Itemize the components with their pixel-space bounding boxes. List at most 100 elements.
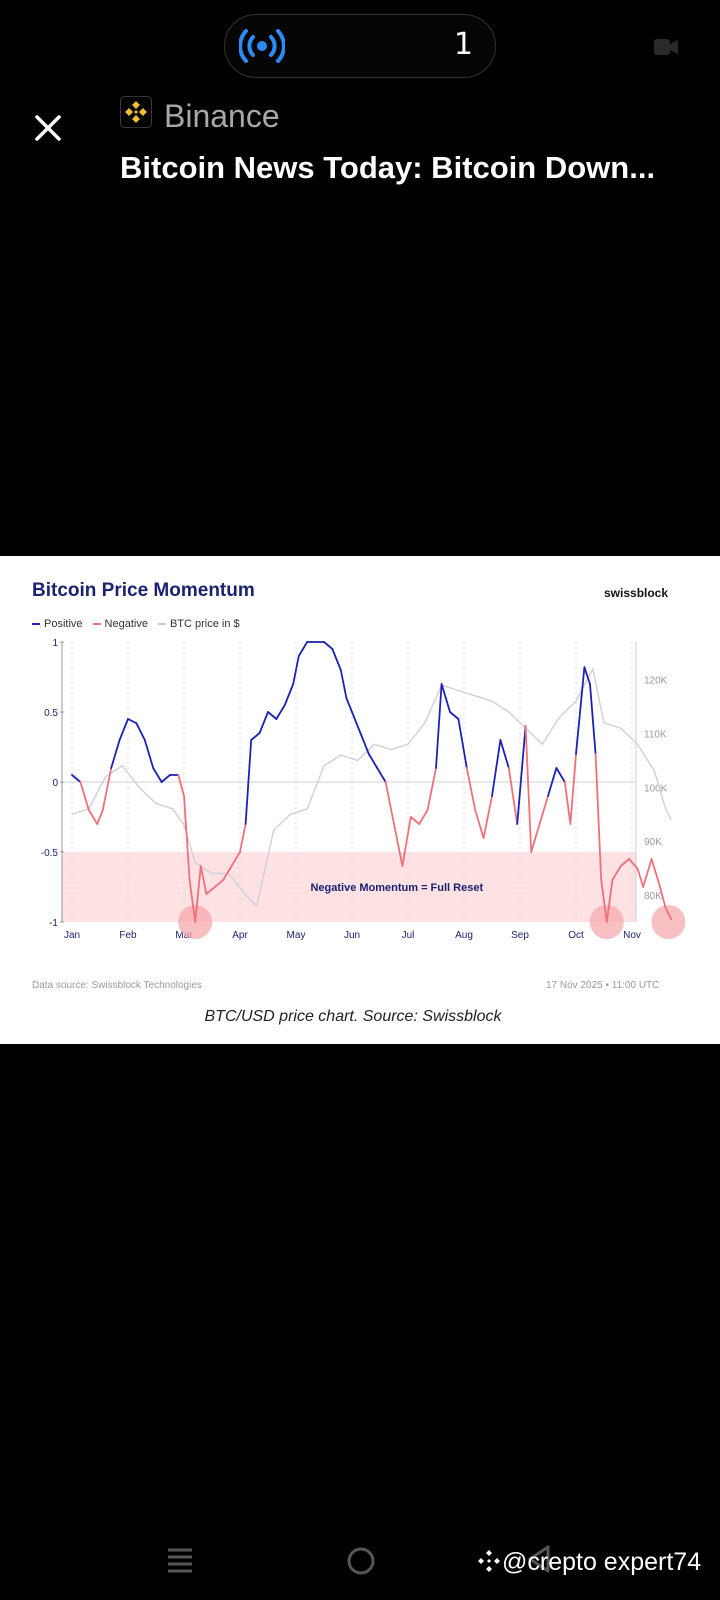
back-icon[interactable] [526, 1544, 552, 1574]
binance-watermark-icon [478, 1550, 500, 1572]
momentum-negative-segment [393, 823, 404, 867]
watermark-text: @crepto expert74 [502, 1548, 702, 1576]
momentum-positive-segment [351, 711, 362, 734]
momentum-negative-segment [600, 879, 608, 923]
live-count: 1 [453, 27, 473, 62]
y-left-tick-label: 0 [52, 778, 58, 789]
momentum-negative-segment [619, 858, 631, 867]
momentum-negative-segment [230, 851, 241, 867]
x-tick-label: Mar [175, 930, 193, 941]
momentum-positive-segment [449, 711, 460, 720]
momentum-positive-segment [583, 666, 591, 685]
chart-legend: Positive Negative BTC price in $ [32, 618, 240, 630]
watermark: @crepto expert74 [476, 1548, 701, 1577]
momentum-negative-segment [79, 781, 90, 811]
momentum-negative-segment [213, 879, 225, 888]
momentum-positive-segment [339, 669, 348, 699]
momentum-negative-segment [594, 753, 603, 881]
momentum-negative-segment [194, 865, 202, 923]
y-right-tick-label: 90K [644, 837, 662, 848]
momentum-negative-segment [611, 865, 622, 881]
chart-timestamp: 17 Nov 2025 • 11:00 UTC [546, 980, 660, 991]
y-right-tick-label: 100K [644, 783, 668, 794]
momentum-negative-segment [384, 781, 395, 825]
momentum-negative-segment [605, 879, 614, 923]
x-tick-label: Feb [119, 930, 137, 941]
y-left-tick-label: 0.5 [44, 708, 58, 719]
close-icon[interactable] [32, 112, 64, 144]
momentum-negative-segment [87, 809, 99, 825]
x-tick-label: Jun [344, 930, 360, 941]
momentum-negative-segment [205, 886, 216, 895]
x-tick-label: Nov [623, 930, 641, 941]
momentum-negative-segment [664, 907, 673, 921]
momentum-negative-segment [524, 725, 533, 853]
momentum-negative-segment [188, 879, 197, 923]
momentum-positive-segment [345, 697, 353, 713]
y-left-tick-label: -0.5 [41, 848, 59, 859]
momentum-negative-segment [401, 816, 412, 867]
data-source-note: Data source: Swissblock Technologies [32, 980, 202, 991]
momentum-negative-segment [199, 865, 208, 895]
momentum-positive-segment [160, 774, 171, 783]
momentum-negative-segment [482, 795, 493, 839]
momentum-negative-segment [538, 795, 549, 825]
momentum-positive-segment [376, 767, 387, 783]
x-tick-label: Jan [64, 930, 80, 941]
x-tick-label: Oct [568, 930, 584, 941]
x-tick-label: May [287, 930, 306, 941]
momentum-negative-segment [426, 767, 437, 811]
momentum-negative-segment [474, 809, 485, 839]
article-image[interactable]: Bitcoin Price Momentum swissblock Positi… [0, 556, 720, 1044]
momentum-positive-segment [359, 732, 370, 755]
y-left-tick-label: -1 [49, 918, 58, 929]
momentum-positive-segment [71, 774, 82, 783]
y-left-tick-label: 1 [52, 638, 58, 649]
momentum-positive-segment [143, 739, 155, 769]
momentum-positive-segment [435, 683, 443, 769]
momentum-negative-segment [650, 858, 661, 888]
recent-apps-icon[interactable] [166, 1546, 194, 1574]
momentum-negative-segment [659, 886, 667, 909]
btc-price-line [71, 666, 672, 908]
momentum-negative-segment [628, 858, 639, 870]
momentum-negative-segment [465, 767, 477, 811]
image-caption: BTC/USD price chart. Source: Swissblock [204, 1008, 502, 1025]
momentum-positive-segment [275, 704, 286, 720]
broadcast-icon [239, 29, 285, 63]
momentum-positive-segment [440, 683, 451, 713]
article-headline[interactable]: Bitcoin News Today: Bitcoin Down... [120, 150, 656, 185]
momentum-positive-segment [110, 739, 121, 769]
momentum-positive-segment [127, 718, 138, 725]
home-icon[interactable] [346, 1546, 376, 1576]
chart-brand: swissblock [604, 586, 669, 600]
x-tick-label: Apr [232, 930, 248, 941]
momentum-positive-segment [516, 725, 527, 825]
binance-logo-icon [120, 96, 152, 128]
momentum-positive-segment [292, 655, 300, 685]
momentum-positive-segment [499, 739, 510, 769]
momentum-negative-segment [96, 809, 104, 825]
momentum-positive-segment [547, 767, 558, 797]
momentum-positive-segment [283, 683, 295, 706]
momentum-positive-segment [491, 739, 502, 797]
momentum-positive-segment [457, 718, 468, 769]
momentum-chart: Jan Feb Mar Apr May Jun Jul Aug Sep Oct Nov 1 0.5 0 -0… [41, 638, 686, 941]
x-tick-label: Aug [455, 930, 473, 941]
momentum-positive-segment [589, 683, 597, 755]
article-source[interactable]: Binance [164, 98, 280, 134]
momentum-negative-segment [177, 774, 185, 797]
momentum-negative-segment [636, 867, 645, 888]
live-status-pill[interactable]: 1 [224, 14, 496, 78]
reset-marker [651, 905, 686, 939]
momentum-positive-segment [250, 732, 261, 741]
momentum-positive-segment [244, 739, 253, 825]
momentum-positive-segment [331, 648, 342, 671]
momentum-positive-segment [152, 767, 163, 783]
momentum-negative-segment [239, 823, 247, 853]
chart-title: Bitcoin Price Momentum [32, 580, 255, 601]
legend-positive: Positive [32, 618, 83, 630]
momentum-negative-segment [409, 816, 421, 825]
y-right-tick-label: 110K [644, 730, 667, 741]
momentum-positive-segment [555, 767, 566, 783]
